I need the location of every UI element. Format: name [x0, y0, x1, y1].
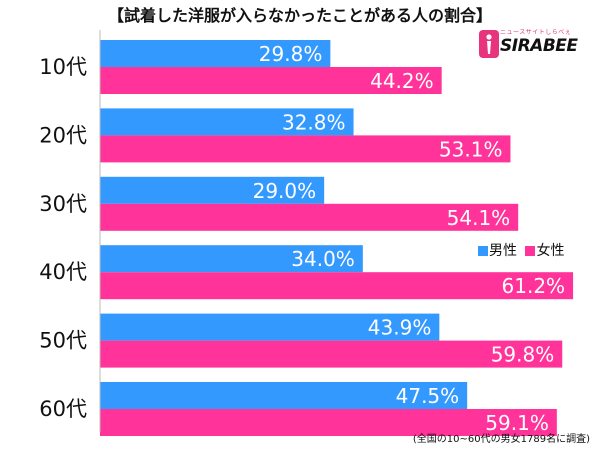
chart-title: 【試着した洋服が入らなかったことがある人の割合】: [107, 6, 492, 25]
data-label-female: 53.1%: [439, 137, 503, 161]
bar-male: [100, 176, 325, 204]
footnote: (全国の10~60代の男女1789名に調査): [412, 434, 590, 445]
bar-female: [100, 67, 442, 94]
data-label-female: 44.2%: [370, 69, 434, 93]
bar-female: [100, 203, 519, 231]
data-label-male: 32.8%: [282, 110, 346, 134]
data-label-female: 59.8%: [491, 343, 555, 367]
category-label: 20代: [39, 123, 87, 147]
category-label: 30代: [39, 192, 87, 216]
category-label: 10代: [39, 55, 87, 79]
data-label-male: 43.9%: [368, 316, 432, 340]
sirabee-logo: ニュースサイトしらべぇ SIRABEE: [478, 26, 588, 62]
bar-male: [100, 313, 440, 341]
sirabee-logo-icon: [479, 30, 499, 58]
bar-female: [100, 409, 557, 436]
category-label: 50代: [39, 329, 87, 353]
legend: 男性 女性: [478, 240, 564, 260]
data-label-male: 29.0%: [253, 179, 317, 203]
legend-label-female: 女性: [536, 243, 565, 259]
legend-label-male: 男性: [489, 243, 517, 259]
legend-swatch-male: [478, 246, 488, 256]
data-label-male: 29.8%: [259, 42, 323, 66]
bar-male: [100, 245, 363, 273]
bar-male: [100, 108, 354, 136]
category-label: 60代: [39, 397, 87, 421]
data-label-female: 59.1%: [485, 411, 549, 435]
category-label: 40代: [39, 260, 87, 284]
logo-text: SIRABEE: [500, 36, 578, 56]
bar-female: [100, 340, 563, 368]
logo-tagline: ニュースサイトしらべぇ: [500, 29, 572, 36]
bar-female: [100, 272, 574, 300]
data-label-female: 54.1%: [447, 206, 511, 230]
data-label-male: 34.0%: [291, 247, 355, 271]
bar-male: [100, 382, 468, 409]
data-label-male: 47.5%: [396, 384, 460, 408]
bar-female: [100, 135, 511, 163]
bar-male: [100, 40, 331, 67]
data-label-female: 61.2%: [502, 274, 566, 298]
legend-swatch-female: [525, 246, 536, 256]
